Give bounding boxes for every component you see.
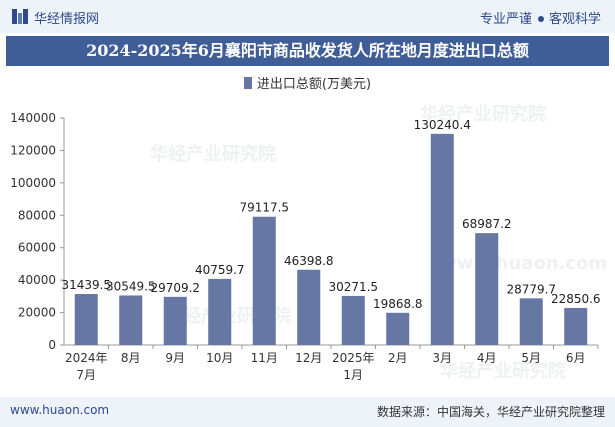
x-tick-label: 2025年 (332, 351, 375, 365)
tagline: 专业严谨 客观科学 (480, 8, 601, 27)
chart-legend: 进出口总额(万美元) (0, 73, 615, 92)
bar (341, 295, 365, 345)
bar (564, 307, 588, 345)
header-bar: 华经情报网 专业严谨 客观科学 (0, 0, 615, 33)
data-label: 46398.8 (284, 254, 334, 268)
x-tick-label: 7月 (76, 368, 96, 382)
data-label: 19868.8 (373, 297, 423, 311)
x-tick-label: 3月 (432, 351, 452, 365)
bar (430, 133, 454, 345)
x-tick-label: 10月 (206, 351, 233, 365)
y-tick-label: 140000 (10, 111, 56, 125)
bullet-dot-icon (537, 15, 544, 22)
footer-bar: www.huaon.com 数据来源：中国海关，华经产业研究院整理 (0, 397, 615, 427)
y-tick-label: 100000 (10, 176, 56, 190)
bar (519, 298, 543, 345)
tagline-left: 专业严谨 (479, 12, 532, 27)
bar (386, 312, 410, 345)
data-label: 130240.4 (414, 118, 471, 132)
x-tick-label: 8月 (121, 351, 141, 365)
data-label: 28779.7 (506, 282, 556, 296)
chart-title: 2024-2025年6月襄阳市商品收发货人所在地月度进出口总额 (6, 36, 609, 66)
data-label: 31439.5 (61, 278, 111, 292)
legend-label: 进出口总额(万美元) (256, 77, 372, 92)
x-tick-label: 4月 (477, 351, 497, 365)
bar (252, 216, 276, 345)
data-label: 30549.5 (106, 279, 156, 293)
x-tick-label: 5月 (521, 351, 541, 365)
x-tick-label: 12月 (295, 351, 322, 365)
brand-name: 华经情报网 (34, 12, 100, 27)
x-tick-label: 9月 (165, 351, 185, 365)
footer-source: 数据来源：中国海关，华经产业研究院整理 (376, 405, 605, 419)
bar (74, 294, 98, 345)
x-tick-label: 2024年 (65, 351, 108, 365)
tagline-right: 客观科学 (548, 12, 601, 27)
data-label: 79117.5 (239, 201, 289, 215)
y-tick-label: 120000 (10, 143, 56, 157)
data-label: 30271.5 (328, 280, 378, 294)
x-tick-label: 1月 (343, 368, 363, 382)
data-label: 68987.2 (462, 217, 512, 231)
y-tick-label: 20000 (18, 306, 56, 320)
x-tick-label: 11月 (251, 351, 278, 365)
bar (119, 295, 143, 345)
bar (297, 269, 321, 345)
brand-logo-icon (12, 9, 28, 24)
data-label: 29709.2 (150, 281, 200, 295)
bar (208, 278, 232, 345)
bar-chart: 0 20000 40000 60000 80000 100000 120000 140000 3… (10, 111, 601, 382)
y-tick-label: 40000 (18, 273, 56, 287)
x-tick-label: 2月 (388, 351, 408, 365)
footer-website: www.huaon.com (10, 403, 110, 417)
data-label: 22850.6 (551, 292, 601, 306)
data-label: 40759.7 (195, 263, 245, 277)
y-tick-label: 80000 (18, 208, 56, 222)
legend-swatch (243, 77, 252, 89)
y-tick-label: 0 (48, 338, 56, 352)
x-tick-label: 6月 (566, 351, 586, 365)
bar (475, 233, 499, 345)
bar (163, 296, 187, 345)
y-tick-label: 60000 (18, 241, 56, 255)
